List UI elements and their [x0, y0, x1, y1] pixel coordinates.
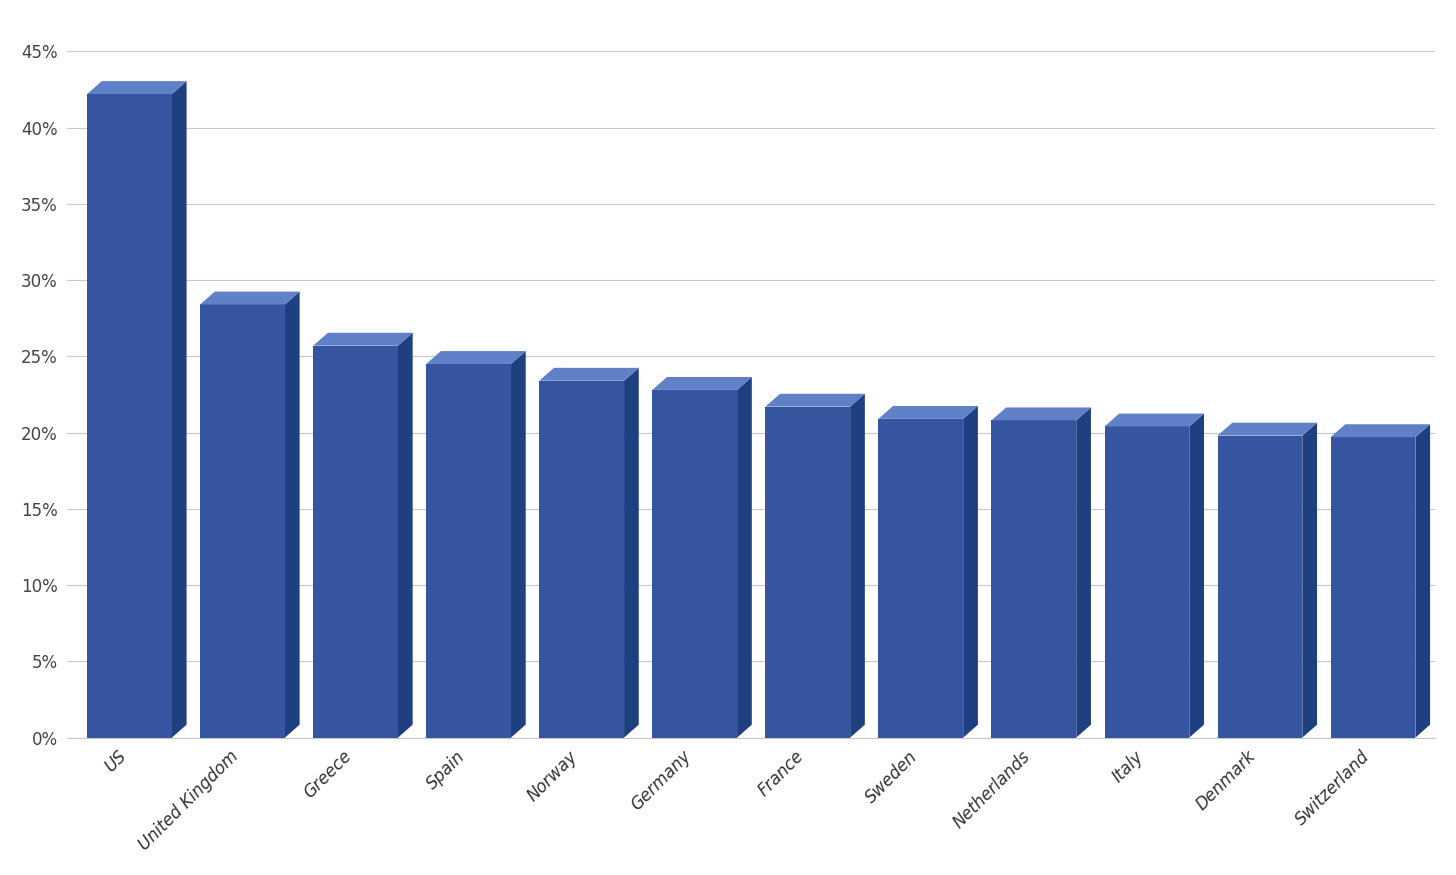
Bar	[878, 419, 964, 738]
Bar	[199, 304, 285, 738]
Polygon shape	[397, 332, 412, 738]
Polygon shape	[511, 351, 526, 738]
Polygon shape	[1217, 423, 1318, 436]
Polygon shape	[199, 291, 300, 304]
Polygon shape	[737, 377, 751, 738]
Polygon shape	[1302, 423, 1318, 738]
Polygon shape	[285, 291, 300, 738]
Polygon shape	[172, 81, 186, 738]
Polygon shape	[625, 368, 639, 738]
Polygon shape	[539, 368, 639, 381]
Polygon shape	[1076, 408, 1091, 738]
Polygon shape	[1331, 424, 1430, 438]
Bar	[313, 346, 397, 738]
Polygon shape	[1415, 424, 1430, 738]
Polygon shape	[878, 406, 978, 419]
Polygon shape	[1190, 414, 1204, 738]
Polygon shape	[850, 394, 865, 738]
Bar	[766, 407, 850, 738]
Polygon shape	[313, 332, 412, 346]
Bar	[427, 364, 511, 738]
Bar	[652, 390, 737, 738]
Bar	[1217, 436, 1302, 738]
Polygon shape	[766, 394, 865, 407]
Polygon shape	[652, 377, 751, 390]
Bar	[87, 94, 172, 738]
Bar	[539, 381, 625, 738]
Polygon shape	[427, 351, 526, 364]
Polygon shape	[964, 406, 978, 738]
Bar	[992, 420, 1076, 738]
Polygon shape	[992, 408, 1091, 420]
Bar	[1331, 438, 1415, 738]
Polygon shape	[87, 81, 186, 94]
Polygon shape	[1105, 414, 1204, 426]
Bar	[1105, 426, 1190, 738]
